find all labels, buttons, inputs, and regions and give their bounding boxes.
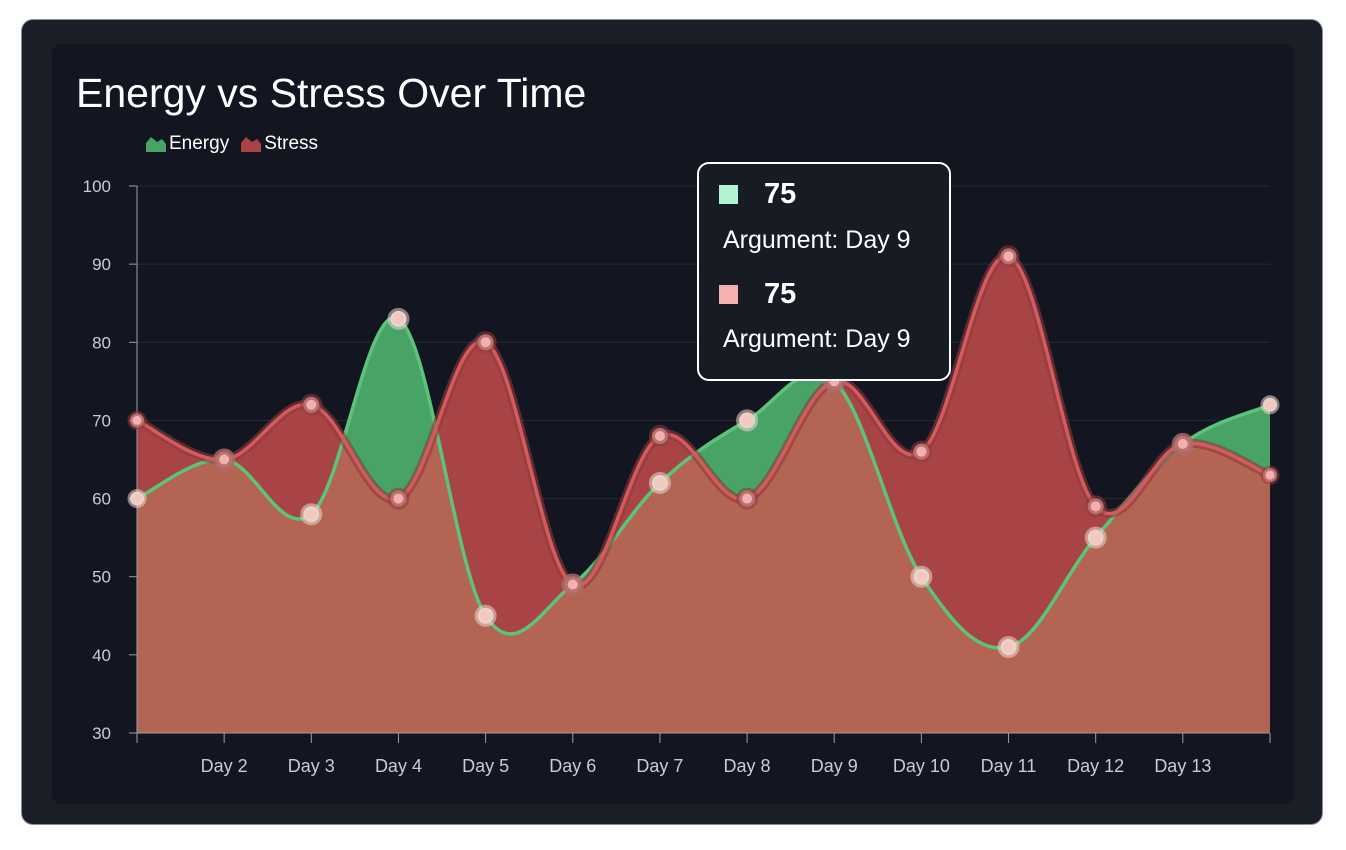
energy-point[interactable] (474, 604, 497, 627)
y-tick-label: 100 (83, 177, 111, 196)
y-tick-label: 70 (92, 411, 111, 430)
energy-point[interactable] (997, 636, 1020, 659)
legend-item-stress[interactable]: Stress (241, 133, 318, 155)
tooltip-swatch-energy (719, 185, 738, 204)
x-tick-label: Day 6 (549, 756, 596, 776)
stress-point[interactable] (561, 573, 584, 596)
areas (134, 251, 1272, 734)
axes: Day 2 Day 3 Day 4 Day 5 Day 6 Day 7 Day 8 Day 9… (136, 186, 1271, 776)
legend: Energy Stress (146, 133, 318, 155)
y-tick-label: 80 (92, 333, 111, 352)
stress-point[interactable] (1260, 465, 1280, 485)
stress-point[interactable] (300, 393, 323, 416)
y-tick-label: 50 (92, 568, 111, 587)
stress-point[interactable] (213, 448, 236, 471)
stress-point[interactable] (1171, 432, 1194, 455)
x-tick-label: Day 7 (636, 756, 683, 776)
area-icon (146, 137, 166, 152)
stress-point[interactable] (474, 331, 497, 354)
x-tick-label: Day 3 (288, 756, 335, 776)
x-tick-label: Day 8 (724, 756, 771, 776)
energy-point[interactable] (300, 503, 323, 526)
energy-point[interactable] (387, 307, 410, 330)
tooltip-value-stress: 75 (764, 278, 797, 310)
y-tick-label: 30 (92, 724, 111, 743)
legend-label-stress: Stress (264, 133, 319, 154)
area-icon (241, 137, 262, 152)
tooltip-row-energy: 75 (719, 178, 796, 211)
tooltip-argument-energy: Argument: Day 9 (723, 226, 911, 254)
chart-title: Energy vs Stress Over Time (76, 70, 587, 116)
tooltip-value-energy: 75 (764, 178, 797, 210)
x-tick-label: Day 4 (375, 756, 422, 776)
stress-point[interactable] (387, 487, 410, 510)
tooltip-swatch-stress (719, 285, 738, 304)
tooltip-row-stress: 75 (719, 278, 796, 311)
energy-point[interactable] (736, 409, 759, 432)
x-tick-label: Day 2 (201, 756, 248, 776)
legend-item-energy[interactable]: Energy (146, 133, 229, 155)
x-tick-label: Day 10 (893, 756, 950, 776)
y-tick-label: 90 (92, 255, 111, 274)
stress-line (136, 254, 1271, 588)
stress-point[interactable] (736, 487, 759, 510)
energy-point[interactable] (1260, 395, 1280, 415)
markers (127, 245, 1280, 659)
energy-point[interactable] (127, 489, 147, 509)
x-tick-label: Day 12 (1067, 756, 1124, 776)
stress-point[interactable] (648, 425, 671, 448)
stress-point[interactable] (910, 440, 933, 463)
tooltip: 75 Argument: Day 9 75 Argument: Day 9 (697, 162, 951, 381)
x-tick-label: Day 13 (1154, 756, 1211, 776)
tooltip-argument-stress: Argument: Day 9 (723, 325, 911, 353)
y-tick-label: 60 (92, 490, 111, 509)
y-tick-label: 40 (92, 646, 111, 665)
stress-point[interactable] (997, 245, 1020, 268)
energy-point[interactable] (910, 565, 933, 588)
x-tick-label: Day 11 (981, 756, 1037, 776)
x-tick-label: Day 5 (462, 756, 509, 776)
energy-point[interactable] (1084, 526, 1107, 549)
x-tick-label: Day 9 (811, 756, 858, 776)
stress-point[interactable] (127, 410, 147, 430)
legend-label-energy: Energy (169, 133, 230, 154)
energy-point[interactable] (648, 471, 671, 494)
stress-point[interactable] (1084, 495, 1107, 518)
